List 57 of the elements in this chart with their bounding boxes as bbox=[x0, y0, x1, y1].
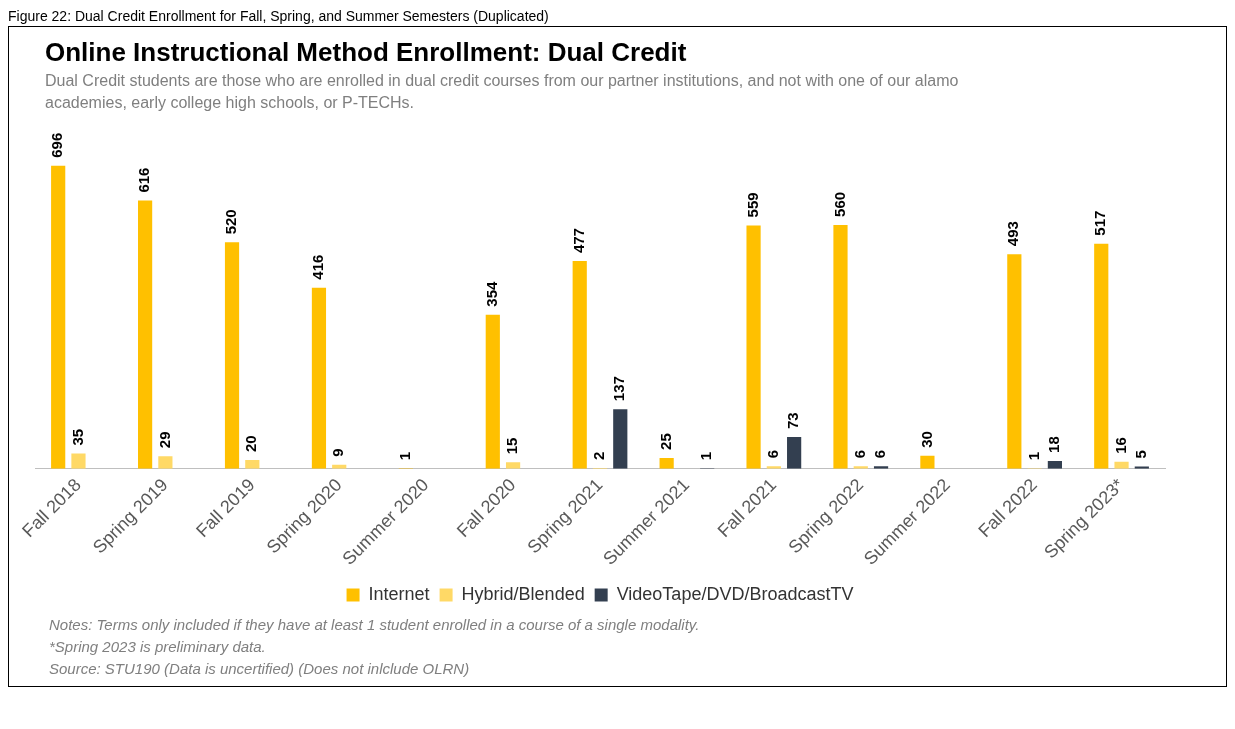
bar bbox=[613, 409, 628, 469]
caption: Figure 22: Dual Credit Enrollment for Fall, Spring, and Summer Semesters (Duplicated) bbox=[8, 8, 550, 26]
bar bbox=[224, 242, 240, 469]
bar bbox=[158, 456, 173, 469]
data-label: 35 bbox=[68, 428, 86, 446]
data-label: 493 bbox=[1004, 221, 1022, 247]
bar bbox=[1114, 461, 1129, 469]
bar bbox=[311, 287, 327, 469]
data-label: 520 bbox=[222, 209, 240, 235]
data-label: 29 bbox=[155, 431, 173, 449]
data-label: 20 bbox=[242, 435, 260, 453]
data-label: 696 bbox=[48, 132, 66, 158]
bar bbox=[138, 200, 153, 469]
data-label: 354 bbox=[482, 280, 500, 307]
bar bbox=[746, 225, 761, 469]
data-label: 477 bbox=[569, 228, 587, 254]
chart-title: Online Instructional Method Enrollment: Dual Credit bbox=[45, 37, 688, 68]
data-label: 15 bbox=[503, 437, 521, 455]
bar bbox=[659, 457, 674, 469]
data-label: 1 bbox=[697, 452, 715, 461]
data-label: 616 bbox=[135, 167, 153, 193]
data-label: 560 bbox=[830, 191, 848, 217]
text: *Spring 2023 is preliminary data. bbox=[49, 637, 267, 657]
legend-label: Hybrid/Blended bbox=[461, 583, 585, 604]
data-label: 9 bbox=[329, 448, 347, 457]
data-label: 416 bbox=[309, 254, 327, 280]
data-label: 1 bbox=[1024, 452, 1042, 461]
bar bbox=[787, 437, 802, 469]
data-label: 6 bbox=[763, 449, 781, 459]
data-label: 5 bbox=[1131, 450, 1149, 459]
data-label: 517 bbox=[1091, 210, 1109, 236]
data-label: 30 bbox=[917, 431, 935, 448]
bar bbox=[572, 261, 587, 469]
bar bbox=[833, 224, 848, 469]
data-label: 1 bbox=[396, 452, 414, 461]
data-label: 2 bbox=[590, 451, 608, 460]
bar bbox=[1094, 243, 1109, 469]
data-label: 559 bbox=[743, 192, 761, 218]
bar bbox=[485, 314, 500, 469]
data-label: 6 bbox=[871, 449, 889, 459]
bar bbox=[1007, 254, 1022, 469]
bar bbox=[245, 460, 260, 469]
text: Notes: Terms only included if they have at least 1 student enrolled in a course of a single modality. bbox=[49, 615, 701, 635]
data-label: 16 bbox=[1111, 437, 1129, 454]
bar bbox=[505, 462, 521, 469]
data-label: 25 bbox=[656, 433, 674, 450]
source-note: Source: STU190 (Data is uncertified) (Does not inlclude OLRN) bbox=[49, 659, 471, 679]
data-label: 73 bbox=[784, 412, 802, 429]
chart-subtitle: Dual Credit students are those who are enrolled in dual credit courses from our partner institutions, and not with one of our alamo academies, early college high schools, or P-TECHs. bbox=[45, 71, 960, 113]
legend-label: VideoTape/DVD/BroadcastTV bbox=[616, 583, 854, 604]
data-label: 6 bbox=[850, 449, 868, 459]
data-label: 18 bbox=[1045, 436, 1063, 453]
legend-label: Internet bbox=[368, 583, 430, 604]
data-label: 137 bbox=[610, 376, 628, 402]
bar bbox=[71, 453, 86, 469]
bar bbox=[920, 455, 935, 469]
bar bbox=[51, 165, 66, 469]
